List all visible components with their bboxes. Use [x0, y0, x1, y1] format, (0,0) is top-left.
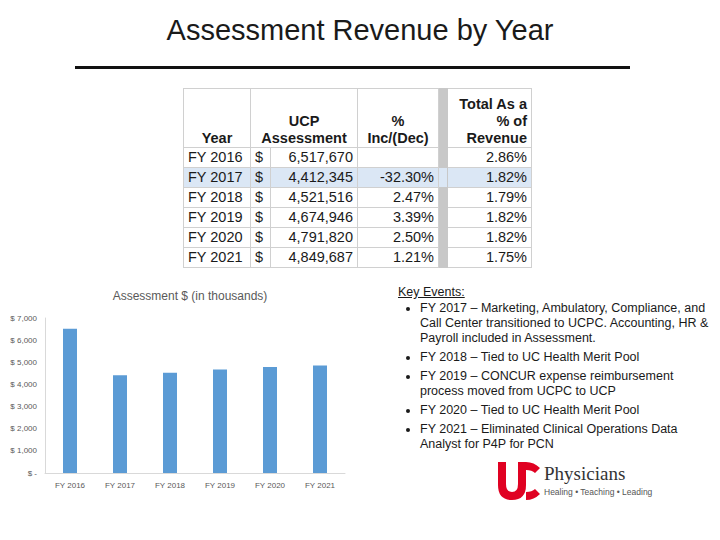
svg-text:FY 2021: FY 2021 [305, 481, 336, 490]
html-text:% Inc/(Dec): % Inc/(Dec) [367, 113, 429, 146]
svg-text:FY 2020: FY 2020 [255, 481, 286, 490]
svg-text:$ 7,000: $ 7,000 [10, 314, 37, 323]
html-text:4,412,345: 4,412,345 [288, 169, 353, 185]
html-text:Assessment Revenue by Year: Assessment Revenue by Year [166, 14, 554, 46]
svg-text:$ 1,000: $ 1,000 [10, 446, 37, 455]
svg-text:FY 2019: FY 2019 [205, 481, 236, 490]
html-text:1.82%: 1.82% [485, 209, 527, 225]
html-text:4,521,516: 4,521,516 [288, 189, 353, 205]
html-text:FY 2021: FY 2021 [188, 249, 243, 265]
html-text:FY 2018 – Tied to UC Health Me: FY 2018 – Tied to UC Health Merit Pool [420, 350, 640, 364]
html-text:2.86%: 2.86% [485, 149, 527, 165]
html-text:Total As a % of Revenue: Total As a % of Revenue [459, 96, 527, 146]
html-text:6,517,670: 6,517,670 [288, 149, 353, 165]
html-text:Key Events:: Key Events: [398, 285, 465, 299]
html-text:1.21%: 1.21% [392, 249, 434, 265]
html-text:FY 2017 – Marketing, Ambulator: FY 2017 – Marketing, Ambulatory, Complia… [420, 301, 709, 345]
html-text:2.50%: 2.50% [392, 229, 434, 245]
html-text:1.82%: 1.82% [485, 169, 527, 185]
html-text:FY 2017: FY 2017 [188, 169, 243, 185]
html-text:3.39%: 3.39% [392, 209, 434, 225]
html-text:FY 2019: FY 2019 [188, 209, 243, 225]
svg-text:Assessment $ (in thousands): Assessment $ (in thousands) [113, 289, 268, 303]
svg-text:FY 2016: FY 2016 [55, 481, 86, 490]
svg-text:$ 4,000: $ 4,000 [10, 380, 37, 389]
svg-text:FY 2018: FY 2018 [155, 481, 186, 490]
svg-text:$ 6,000: $ 6,000 [10, 336, 37, 345]
html-text:FY 2018: FY 2018 [188, 189, 243, 205]
html-text:4,674,946: 4,674,946 [288, 209, 353, 225]
html-text:FY 2020: FY 2020 [188, 229, 243, 245]
html-text:FY 2021 – Eliminated Clinical: FY 2021 – Eliminated Clinical Operations… [420, 422, 678, 451]
svg-text:$ 3,000: $ 3,000 [10, 402, 37, 411]
html-text:2.47%: 2.47% [392, 189, 434, 205]
svg-text:$ -: $ - [28, 469, 38, 478]
html-text:FY 2016: FY 2016 [188, 149, 243, 165]
html-text:1.82%: 1.82% [485, 229, 527, 245]
html-text:1.79%: 1.79% [485, 189, 527, 205]
html-text:1.75%: 1.75% [485, 249, 527, 265]
html-text:UCP Assessment: UCP Assessment [261, 113, 347, 146]
svg-text:Healing • Teaching • Leading: Healing • Teaching • Leading [544, 487, 653, 497]
svg-text:$ 5,000: $ 5,000 [10, 358, 37, 367]
html-text:4,791,820: 4,791,820 [288, 229, 353, 245]
html-text:Year: Year [201, 130, 233, 146]
html-text:FY 2019 – CONCUR expense reimb: FY 2019 – CONCUR expense reimbursement p… [420, 369, 674, 398]
html-text:4,849,687: 4,849,687 [288, 249, 353, 265]
svg-text:Physicians: Physicians [544, 463, 625, 484]
html-text:FY 2020 – Tied to UC Health Me: FY 2020 – Tied to UC Health Merit Pool [420, 403, 640, 417]
html-text:-32.30%: -32.30% [380, 169, 434, 185]
svg-text:FY 2017: FY 2017 [105, 481, 136, 490]
svg-text:$ 2,000: $ 2,000 [10, 424, 37, 433]
